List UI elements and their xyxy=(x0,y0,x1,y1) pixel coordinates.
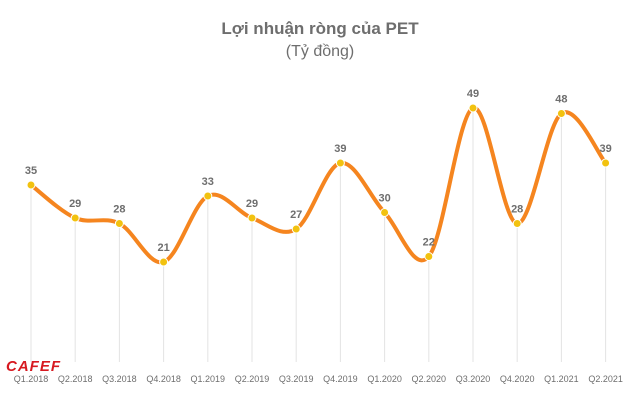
x-tick-label: Q1.2020 xyxy=(367,374,402,384)
data-point xyxy=(26,180,36,190)
x-tick-label: Q3.2020 xyxy=(456,374,491,384)
data-point xyxy=(203,191,213,201)
data-label: 21 xyxy=(157,242,169,254)
data-label: 35 xyxy=(25,165,37,177)
x-axis-ticks: Q1.2018 Q2.2018 Q3.2018 Q4.2018 Q1.2019 Q2.20… xyxy=(14,374,623,384)
chart-subtitle: (Tỷ đồng) xyxy=(285,43,355,60)
data-label: 39 xyxy=(334,143,346,155)
data-label: 29 xyxy=(69,198,81,210)
x-tick-label: Q4.2020 xyxy=(500,374,535,384)
x-tick-label: Q2.2021 xyxy=(588,374,623,384)
data-point xyxy=(114,219,124,228)
data-label: 28 xyxy=(511,204,523,216)
x-tick-label: Q2.2019 xyxy=(235,374,270,384)
data-label: 22 xyxy=(423,237,435,249)
data-point xyxy=(159,257,169,267)
x-tick-label: Q1.2021 xyxy=(544,374,579,384)
cafef-logo: CAFEF xyxy=(6,358,61,375)
x-tick-label: Q3.2018 xyxy=(102,374,137,384)
data-label: 29 xyxy=(246,198,258,210)
data-point xyxy=(556,109,566,118)
x-tick-label: Q2.2020 xyxy=(412,374,447,384)
data-point xyxy=(512,219,522,228)
chart-title: Lợi nhuận ròng của PET xyxy=(221,19,419,38)
grid-lines xyxy=(30,108,607,362)
series-line-layer xyxy=(29,106,608,265)
x-tick-label: Q2.2018 xyxy=(58,374,93,384)
data-labels: 35 29 28 21 33 29 27 39 30 22 49 28 48 39 xyxy=(25,88,612,254)
x-tick-label: Q4.2018 xyxy=(146,374,181,384)
data-label: 48 xyxy=(555,94,567,106)
x-tick-label: Q3.2019 xyxy=(279,374,314,384)
data-point xyxy=(424,252,434,261)
series-line xyxy=(29,106,608,265)
data-point xyxy=(291,224,301,234)
data-point xyxy=(247,213,257,223)
data-label: 33 xyxy=(202,176,214,188)
data-label: 49 xyxy=(467,88,479,100)
x-tick-label: Q1.2019 xyxy=(191,374,226,384)
data-point xyxy=(468,103,478,113)
data-label: 30 xyxy=(378,193,390,205)
x-tick-label: Q1.2018 xyxy=(14,374,49,384)
x-tick-label: Q4.2019 xyxy=(323,374,358,384)
data-label: 28 xyxy=(113,204,125,216)
data-label: 27 xyxy=(290,209,302,221)
data-point xyxy=(70,213,80,223)
data-point xyxy=(380,208,390,217)
data-label: 39 xyxy=(599,143,611,155)
data-point xyxy=(335,158,345,168)
data-point xyxy=(601,158,611,168)
data-points xyxy=(26,103,611,267)
